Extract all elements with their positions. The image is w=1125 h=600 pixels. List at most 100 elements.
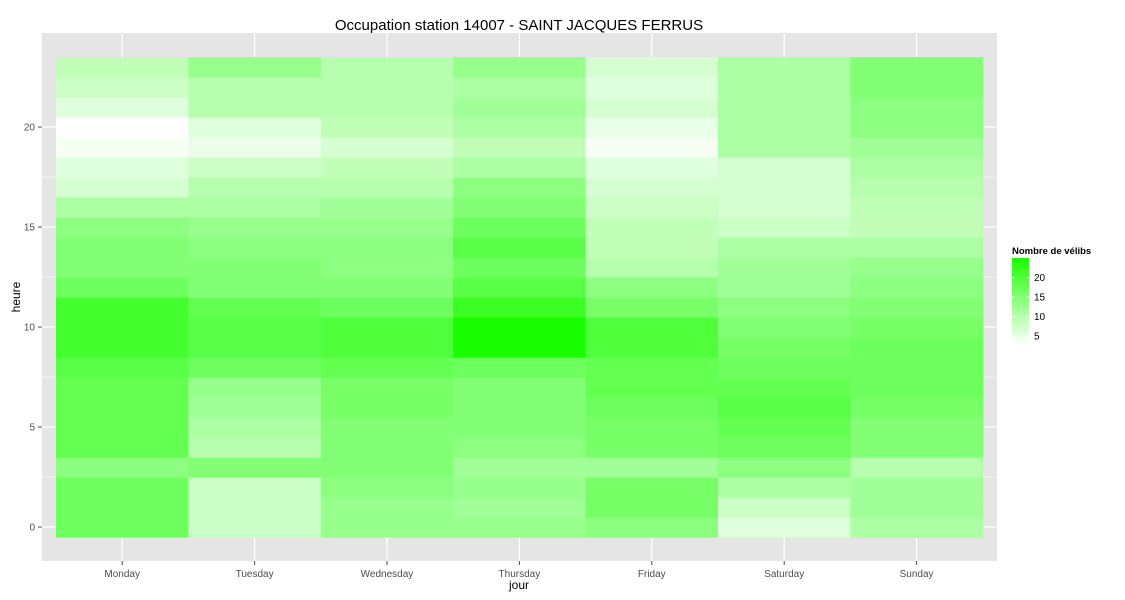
- y-axis: 0 5 10 15 20: [24, 123, 42, 534]
- heatmap-cell: [850, 377, 984, 398]
- heatmap-cell: [56, 497, 189, 518]
- heatmap-cell: [585, 57, 719, 78]
- heatmap-cell: [718, 477, 851, 498]
- heatmap-cell: [56, 437, 189, 458]
- heatmap-cell: [320, 297, 454, 318]
- y-tick-label: 0: [29, 523, 35, 534]
- heatmap-cell: [453, 197, 587, 218]
- heatmap-cell: [585, 477, 719, 498]
- y-tick-label: 10: [24, 323, 36, 334]
- heatmap-cell: [718, 177, 851, 198]
- heatmap-cell: [453, 297, 587, 318]
- heatmap-cell: [188, 57, 322, 78]
- heatmap-cell: [850, 297, 984, 318]
- heatmap-cell: [585, 157, 719, 178]
- heatmap-cell: [320, 357, 454, 378]
- heatmap-cell: [320, 117, 454, 138]
- heatmap-cell: [56, 197, 189, 218]
- legend-colorbar: [1012, 258, 1029, 344]
- heatmap-cell: [188, 277, 322, 298]
- heatmap-cell: [850, 137, 984, 158]
- legend-label: 10: [1034, 312, 1046, 323]
- heatmap-cell: [320, 317, 454, 338]
- heatmap-cell: [850, 497, 984, 518]
- heatmap-cell: [188, 317, 322, 338]
- heatmap-cell: [718, 157, 851, 178]
- y-tick-label: 5: [29, 423, 35, 434]
- heatmap-cell: [56, 157, 189, 178]
- heatmap-cell: [453, 57, 587, 78]
- heatmap-cell: [453, 117, 587, 138]
- x-tick-label: Sunday: [900, 569, 934, 580]
- heatmap-cell: [56, 117, 189, 138]
- heatmap-cell: [188, 477, 322, 498]
- heatmap-cell: [188, 377, 322, 398]
- heatmap-cell: [718, 517, 851, 538]
- heatmap-cell: [718, 397, 851, 418]
- legend-label: 20: [1034, 273, 1046, 284]
- heatmap-cell: [56, 357, 189, 378]
- heatmap-cell: [718, 137, 851, 158]
- heatmap-cell: [188, 397, 322, 418]
- heatmap-cell: [453, 517, 587, 538]
- heatmap-cell: [188, 177, 322, 198]
- chart-title: Occupation station 14007 - SAINT JACQUES…: [335, 17, 703, 34]
- heatmap-cell: [56, 97, 189, 118]
- heatmap-cell: [718, 277, 851, 298]
- heatmap-cell: [320, 377, 454, 398]
- heatmap-cell: [453, 377, 587, 398]
- heatmap-cell: [188, 257, 322, 278]
- heatmap-cell: [453, 97, 587, 118]
- heatmap-cell: [850, 97, 984, 118]
- heatmap-cell: [718, 417, 851, 438]
- heatmap-cell: [320, 497, 454, 518]
- heatmap-cell: [56, 317, 189, 338]
- heatmap-cell: [850, 217, 984, 238]
- heatmap-cell: [320, 417, 454, 438]
- heatmap-cell: [585, 97, 719, 118]
- heatmap-cell: [585, 337, 719, 358]
- heatmap-cell: [718, 217, 851, 238]
- heatmap-cell: [585, 177, 719, 198]
- heatmap-cell: [188, 297, 322, 318]
- heatmap-cell: [320, 277, 454, 298]
- heatmap-cell: [188, 197, 322, 218]
- heatmap-cell: [718, 77, 851, 98]
- heatmap-cell: [56, 297, 189, 318]
- heatmap-cell: [585, 437, 719, 458]
- y-tick-label: 20: [24, 123, 36, 134]
- heatmap-cell: [188, 417, 322, 438]
- heatmap-cell: [850, 117, 984, 138]
- x-tick-label: Monday: [104, 569, 140, 580]
- heatmap-cell: [56, 77, 189, 98]
- heatmap-cell: [585, 397, 719, 418]
- x-tick-label: Saturday: [764, 569, 804, 580]
- heatmap-cell: [718, 237, 851, 258]
- heatmap-cell: [850, 57, 984, 78]
- x-tick-label: Wednesday: [361, 569, 414, 580]
- heatmap-cell: [188, 237, 322, 258]
- heatmap-cell: [453, 317, 587, 338]
- heatmap-cell: [453, 417, 587, 438]
- heatmap-cell: [718, 337, 851, 358]
- heatmap-cell: [718, 377, 851, 398]
- heatmap-cell: [320, 337, 454, 358]
- heatmap-cell: [56, 257, 189, 278]
- heatmap-cell: [585, 277, 719, 298]
- heatmap-cell: [188, 497, 322, 518]
- heatmap-cell: [56, 277, 189, 298]
- heatmap-cell: [850, 397, 984, 418]
- heatmap-cell: [585, 377, 719, 398]
- heatmap-cell: [453, 497, 587, 518]
- heatmap-cell: [188, 137, 322, 158]
- heatmap-cell: [453, 457, 587, 478]
- heatmap-cell: [56, 457, 189, 478]
- heatmap-cell: [850, 237, 984, 258]
- heatmap-cell: [188, 117, 322, 138]
- heatmap-cell: [585, 497, 719, 518]
- heatmap-cell: [56, 177, 189, 198]
- heatmap-cell: [188, 437, 322, 458]
- heatmap-cell: [585, 457, 719, 478]
- heatmap-cell: [453, 177, 587, 198]
